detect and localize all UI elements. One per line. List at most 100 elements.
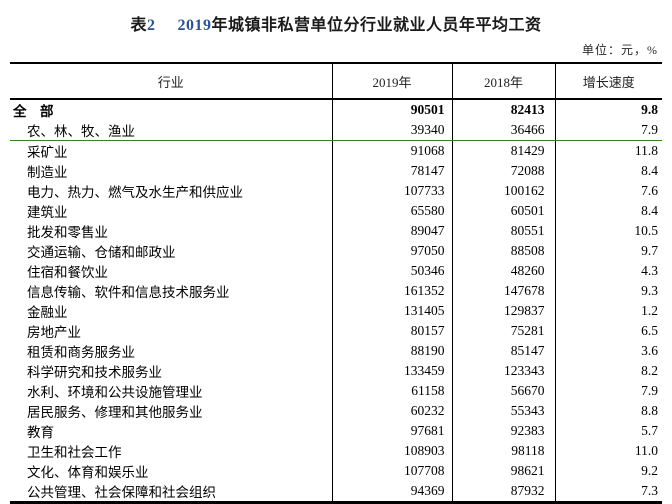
growth-cell: 3.6	[641, 343, 658, 358]
value-2018-cell: 48260	[452, 261, 556, 281]
industry-cell: 采矿业	[10, 140, 333, 161]
value-2018-cell: 82413	[452, 99, 556, 120]
value-2019-cell: 80157	[332, 321, 453, 341]
growth-cell: 9.8	[641, 102, 658, 117]
table-row: 全 部 90501 82413 9.8	[10, 99, 662, 120]
wage-table-container: 行业 2019年 2018年 增长速度 全 部 90501 82413 9.8 …	[10, 62, 662, 504]
value-2018-cell: 88508	[452, 241, 556, 261]
value-2019-cell: 88190	[332, 341, 453, 361]
value-2018-cell: 75281	[452, 321, 556, 341]
value-2019-cell: 60232	[332, 401, 453, 421]
table-row: 居民服务、修理和其他服务业 60232 55343 8.8	[10, 401, 662, 421]
industry-cell: 建筑业	[10, 201, 333, 221]
table-row: 水利、环境和公共设施管理业 61158 56670 7.9	[10, 381, 662, 401]
unit-note: 单位：元，%	[582, 43, 658, 57]
industry-cell: 水利、环境和公共设施管理业	[10, 381, 333, 401]
industry-cell: 住宿和餐饮业	[10, 261, 333, 281]
growth-cell: 7.6	[641, 183, 658, 198]
value-2018-cell: 60501	[452, 201, 556, 221]
table-row: 交通运输、仓储和邮政业 97050 88508 9.7	[10, 241, 662, 261]
industry-cell: 信息传输、软件和信息技术服务业	[10, 281, 333, 301]
growth-cell: 1.2	[641, 303, 658, 318]
growth-cell: 7.3	[641, 483, 658, 498]
growth-cell: 9.3	[641, 283, 658, 298]
growth-cell: 8.8	[641, 403, 658, 418]
table-row: 采矿业 91068 81429 11.8	[10, 140, 662, 161]
value-2018-cell: 100162	[452, 181, 556, 201]
col-header-industry: 行业	[10, 63, 333, 100]
value-2018-cell: 80551	[452, 221, 556, 241]
table-row: 农、林、牧、渔业 39340 36466 7.9	[10, 120, 662, 141]
table-header: 行业 2019年 2018年 增长速度	[10, 63, 662, 100]
industry-cell: 交通运输、仓储和邮政业	[10, 241, 333, 261]
industry-cell: 科学研究和技术服务业	[10, 361, 333, 381]
value-2018-cell: 81429	[452, 140, 556, 161]
industry-cell: 文化、体育和娱乐业	[10, 461, 333, 481]
table-row: 金融业 131405 129837 1.2	[10, 301, 662, 321]
table-number-label: 表2	[130, 17, 156, 34]
industry-cell: 公共管理、社会保障和社会组织	[10, 481, 333, 503]
table-row: 教育 97681 92383 5.7	[10, 421, 662, 441]
growth-cell: 7.9	[555, 120, 662, 141]
growth-cell: 5.7	[641, 423, 658, 438]
industry-cell: 制造业	[10, 161, 333, 181]
col-header-growth: 增长速度	[555, 63, 662, 100]
table-row: 信息传输、软件和信息技术服务业 161352 147678 9.3	[10, 281, 662, 301]
industry-cell: 房地产业	[10, 321, 333, 341]
industry-cell: 农、林、牧、渔业	[10, 120, 333, 141]
industry-cell: 全 部	[10, 99, 333, 120]
value-2019-cell: 91068	[332, 140, 453, 161]
industry-cell: 居民服务、修理和其他服务业	[10, 401, 333, 421]
growth-cell: 9.7	[641, 243, 658, 258]
value-2018-cell: 98621	[452, 461, 556, 481]
page-title: 表2 2019年城镇非私营单位分行业就业人员年平均工资	[0, 11, 672, 35]
growth-cell: 6.5	[641, 323, 658, 338]
industry-cell: 教育	[10, 421, 333, 441]
growth-cell: 8.2	[641, 363, 658, 378]
value-2019-cell: 65580	[332, 201, 453, 221]
table-row: 房地产业 80157 75281 6.5	[10, 321, 662, 341]
table-row: 公共管理、社会保障和社会组织 94369 87932 7.3	[10, 481, 662, 503]
value-2018-cell: 85147	[452, 341, 556, 361]
growth-cell: 4.3	[641, 263, 658, 278]
industry-cell: 批发和零售业	[10, 221, 333, 241]
table-row: 文化、体育和娱乐业 107708 98621 9.2	[10, 461, 662, 481]
value-2019-cell: 78147	[332, 161, 453, 181]
page: 表2 2019年城镇非私营单位分行业就业人员年平均工资 单位：元，% 行业 201…	[0, 11, 672, 504]
industry-cell: 卫生和社会工作	[10, 441, 333, 461]
value-2019-cell: 161352	[332, 281, 453, 301]
value-2019-cell: 133459	[332, 361, 453, 381]
growth-cell: 7.9	[641, 383, 658, 398]
table-row: 租赁和商务服务业 88190 85147 3.6	[10, 341, 662, 361]
value-2019-cell: 39340	[332, 120, 453, 141]
table-row: 电力、热力、燃气及水生产和供应业 107733 100162 7.6	[10, 181, 662, 201]
value-2018-cell: 72088	[452, 161, 556, 181]
table-row: 批发和零售业 89047 80551 10.5	[10, 221, 662, 241]
industry-cell: 租赁和商务服务业	[10, 341, 333, 361]
growth-cell: 9.2	[641, 463, 658, 478]
value-2018-cell: 56670	[452, 381, 556, 401]
value-2019-cell: 61158	[332, 381, 453, 401]
value-2019-cell: 108903	[332, 441, 453, 461]
col-header-2019: 2019年	[332, 63, 453, 100]
value-2019-cell: 97681	[332, 421, 453, 441]
industry-cell: 金融业	[10, 301, 333, 321]
col-header-2018: 2018年	[452, 63, 556, 100]
table-row: 建筑业 65580 60501 8.4	[10, 201, 662, 221]
value-2018-cell: 55343	[452, 401, 556, 421]
value-2019-cell: 90501	[332, 99, 453, 120]
growth-cell: 10.5	[634, 223, 658, 238]
value-2018-cell: 36466	[452, 120, 556, 141]
growth-cell: 11.8	[634, 143, 658, 158]
value-2018-cell: 147678	[452, 281, 556, 301]
value-2018-cell: 87932	[452, 481, 556, 503]
growth-cell: 8.4	[641, 163, 658, 178]
wage-table: 行业 2019年 2018年 增长速度 全 部 90501 82413 9.8 …	[10, 62, 662, 504]
value-2018-cell: 123343	[452, 361, 556, 381]
industry-cell: 电力、热力、燃气及水生产和供应业	[10, 181, 333, 201]
table-row: 制造业 78147 72088 8.4	[10, 161, 662, 181]
value-2018-cell: 129837	[452, 301, 556, 321]
value-2019-cell: 94369	[332, 481, 453, 503]
value-2019-cell: 131405	[332, 301, 453, 321]
value-2019-cell: 97050	[332, 241, 453, 261]
